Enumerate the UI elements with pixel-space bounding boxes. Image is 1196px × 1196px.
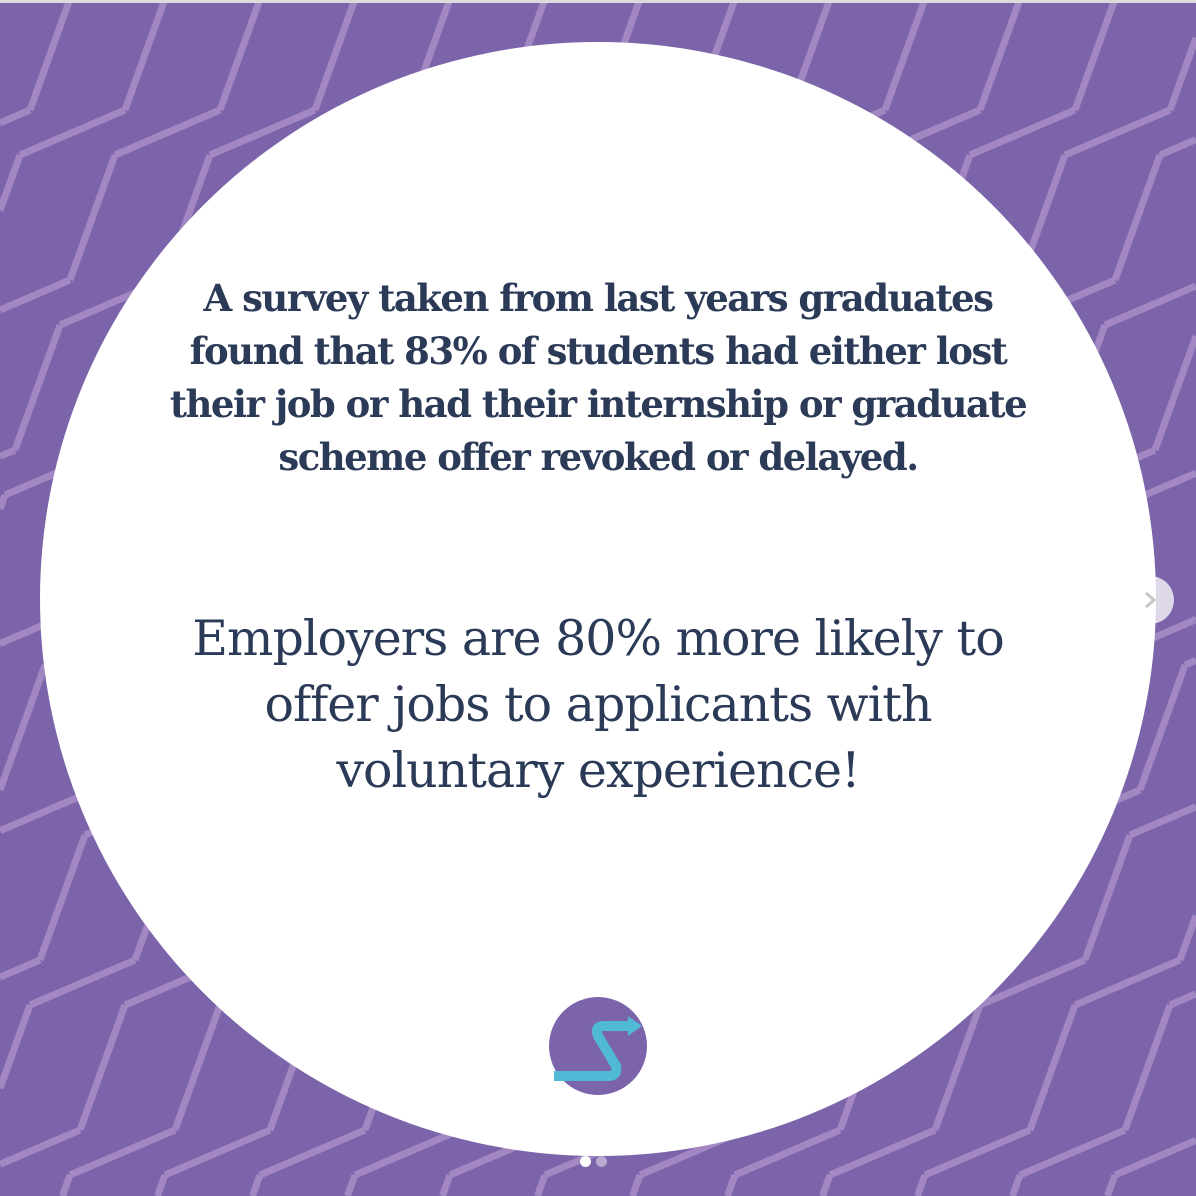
zigzag-stripe <box>819 1173 834 1196</box>
zigzag-stripe <box>1183 657 1196 669</box>
zigzag-stripe <box>1168 990 1196 1009</box>
zigzag-stripe <box>1073 956 1182 1009</box>
employer-statistic: Employers are 80% more likely to offer j… <box>192 610 1004 799</box>
zigzag-stripe <box>0 493 9 511</box>
zigzag-stripe <box>1176 914 1196 962</box>
zigzag-stripe <box>344 1173 359 1196</box>
carousel-indicator <box>580 1156 607 1167</box>
zigzag-stripe <box>68 1126 177 1179</box>
zigzag-stripe <box>0 276 72 314</box>
zigzag-stripe <box>11 323 64 452</box>
zigzag-stripe <box>629 1173 644 1196</box>
zigzag-stripe <box>1103 282 1196 329</box>
survey-statement: A survey taken from last years graduates… <box>169 276 1028 479</box>
zigzag-stripe <box>1071 0 1118 112</box>
zigzag-stripe <box>1121 1003 1174 1132</box>
zigzag-stripe <box>968 106 1077 159</box>
s-arrow-logo-icon <box>549 997 647 1095</box>
zigzag-stripe <box>0 446 17 460</box>
zigzag-stripe <box>0 153 24 212</box>
zigzag-stripe <box>0 106 32 127</box>
next-slide-button[interactable] <box>1126 576 1174 624</box>
zigzag-stripe <box>534 1173 549 1196</box>
zigzag-stripe <box>1128 803 1196 839</box>
carousel-dot-active[interactable] <box>580 1156 591 1167</box>
zigzag-stripe <box>1151 334 1196 452</box>
zigzag-stripe <box>249 1173 264 1196</box>
zigzag-stripe <box>978 956 1087 1009</box>
zigzag-stripe <box>1026 1003 1079 1132</box>
zigzag-stripe <box>18 106 127 159</box>
zigzag-stripe <box>76 1003 129 1132</box>
zigzag-stripe <box>208 106 317 159</box>
zigzag-stripe <box>113 106 222 159</box>
zigzag-stripe <box>1063 106 1172 159</box>
zigzag-stripe <box>216 0 263 112</box>
top-border <box>0 0 1196 3</box>
zigzag-stripe <box>163 1126 272 1179</box>
zigzag-stripe <box>1136 663 1189 792</box>
zigzag-stripe <box>154 1173 169 1196</box>
zigzag-stripe <box>923 1126 1032 1179</box>
zigzag-stripe <box>0 956 42 981</box>
zigzag-stripe <box>881 0 928 112</box>
zigzag-stripe <box>724 1173 739 1196</box>
zigzag-stripe <box>171 1003 224 1132</box>
zigzag-stripe <box>1018 1126 1127 1179</box>
zigzag-stripe <box>1143 469 1196 499</box>
zigzag-stripe <box>1104 1173 1119 1196</box>
zigzag-stripe <box>733 1126 842 1179</box>
zigzag-stripe <box>28 956 137 1009</box>
white-circle-panel <box>40 42 1156 1156</box>
zigzag-stripe <box>1166 36 1196 112</box>
zigzag-stripe <box>1009 1173 1024 1196</box>
zigzag-stripe <box>1111 153 1164 282</box>
zigzag-stripe <box>59 1173 74 1196</box>
chevron-right-icon <box>1145 591 1157 609</box>
zigzag-stripe <box>976 0 1023 112</box>
zigzag-stripe <box>0 663 49 792</box>
zigzag-stripe <box>931 1003 984 1132</box>
zigzag-stripe <box>121 0 168 112</box>
zigzag-stripe <box>1113 1137 1196 1179</box>
zigzag-stripe <box>914 1173 929 1196</box>
zigzag-stripe <box>0 1003 34 1090</box>
zigzag-stripe <box>353 1126 462 1179</box>
zigzag-stripe <box>439 1173 454 1196</box>
zigzag-stripe <box>1081 833 1134 962</box>
zigzag-stripe <box>26 0 73 112</box>
zigzag-stripe <box>258 1126 367 1179</box>
carousel-dot[interactable] <box>596 1156 607 1167</box>
zigzag-stripe <box>828 1126 937 1179</box>
zigzag-stripe <box>66 153 119 282</box>
zigzag-stripe <box>36 833 89 962</box>
zigzag-stripe <box>1158 136 1196 159</box>
zigzag-stripe <box>311 0 358 112</box>
zigzag-stripe <box>0 1126 82 1168</box>
